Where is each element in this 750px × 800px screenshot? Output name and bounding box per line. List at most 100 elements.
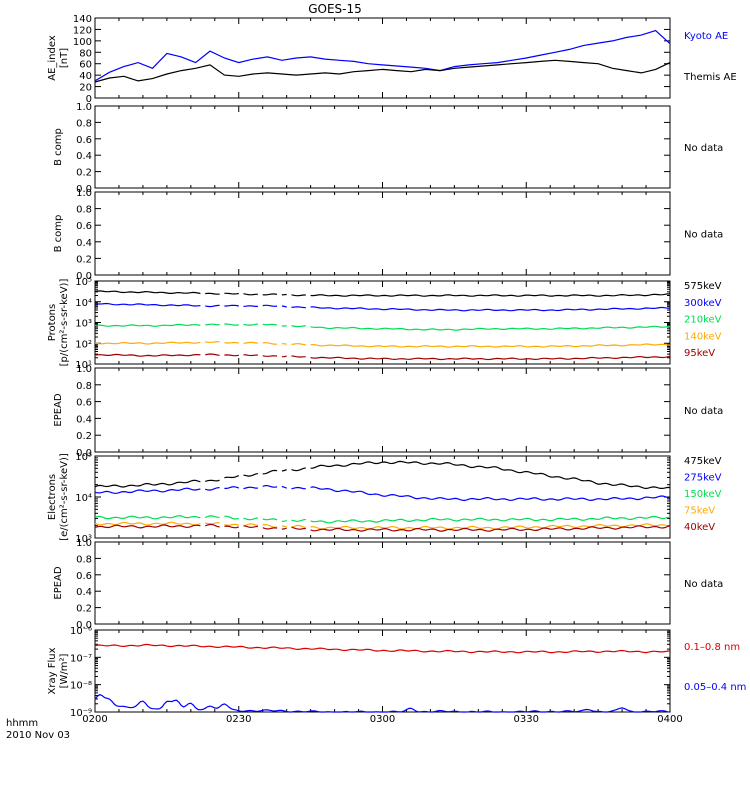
y-tick-label: 10⁻⁸ xyxy=(70,681,92,692)
y-tick-label: 0.4 xyxy=(76,587,92,598)
no-data-label: No data xyxy=(684,143,723,154)
legend-label: 300keV xyxy=(684,298,722,309)
panel-epead1: 0.0 0.2 0.4 0.6 0.8 1.0 EPEAD No data xyxy=(53,364,723,459)
legend-label: 275keV xyxy=(684,473,722,484)
series-line-300kev xyxy=(94,302,671,312)
y-tick-label: 0.0 xyxy=(76,271,92,282)
y-tick-label: 10³ xyxy=(75,534,92,545)
series-line-0-05-0-4-nm xyxy=(94,693,671,713)
y-axis-label: B comp xyxy=(53,215,64,253)
y-tick-label: 0.6 xyxy=(76,398,92,409)
legend-label: 0.05–0.4 nm xyxy=(684,682,746,693)
y-axis-label: [e/(cm²-s-sr-keV)] xyxy=(59,453,70,541)
no-data-label: No data xyxy=(684,406,723,417)
y-tick-label: 10⁻⁹ xyxy=(70,708,92,719)
y-tick-label: 0.6 xyxy=(76,221,92,232)
panel-frame xyxy=(94,17,671,99)
y-tick-label: 100 xyxy=(73,37,92,48)
panel-xray: 10⁻⁹ 10⁻⁸ 10⁻⁷ 10⁻⁶ Xray Flux [W/m²] 0.1–0.8 n… xyxy=(47,626,746,719)
y-tick-label: 1.0 xyxy=(76,364,92,375)
y-tick-label: 0.0 xyxy=(76,620,92,631)
series-line-210kev xyxy=(94,323,671,331)
y-tick-label: 0.2 xyxy=(76,254,92,265)
x-tick-label: 0400 xyxy=(657,714,682,725)
panel-frame xyxy=(94,191,671,276)
y-tick-label: 80 xyxy=(79,48,92,59)
y-tick-label: 0.6 xyxy=(76,571,92,582)
panel-electrons: 10³ 10⁴ 10⁵ Electrons [e/(cm²-s-sr-keV)] 475k… xyxy=(47,452,722,545)
y-tick-label: 10⁴ xyxy=(75,493,92,504)
y-axis-label: Xray Flux xyxy=(47,647,58,694)
date-label: 2010 Nov 03 xyxy=(6,730,70,741)
series-line-275kev xyxy=(94,485,671,502)
y-tick-label: 0.4 xyxy=(76,238,92,249)
y-axis-label: [p/(cm²-s-sr-keV)] xyxy=(59,279,70,367)
y-tick-label: 60 xyxy=(79,60,92,71)
y-tick-label: 0.4 xyxy=(76,414,92,425)
y-tick-label: 0.6 xyxy=(76,135,92,146)
y-tick-label: 10³ xyxy=(75,319,92,330)
series-line-kyoto-ae xyxy=(94,29,671,82)
panel-bcomp2: 0.0 0.2 0.4 0.6 0.8 1.0 B comp No data xyxy=(53,188,723,282)
panel-frame xyxy=(94,629,671,713)
y-tick-label: 1.0 xyxy=(76,188,92,199)
legend-label: 75keV xyxy=(684,506,715,517)
y-tick-label: 0.2 xyxy=(76,168,92,179)
panel-frame xyxy=(94,105,671,189)
y-tick-label: 1.0 xyxy=(76,538,92,549)
y-tick-label: 0.8 xyxy=(76,554,92,565)
no-data-label: No data xyxy=(684,579,723,590)
y-tick-label: 0.8 xyxy=(76,118,92,129)
y-tick-label: 0.2 xyxy=(76,431,92,442)
y-axis-label: AE_index xyxy=(47,35,58,81)
panel-bcomp1: 0.0 0.2 0.4 0.6 0.8 1.0 B comp No data xyxy=(53,102,723,195)
y-tick-label: 40 xyxy=(79,71,92,82)
y-tick-label: 10⁵ xyxy=(75,277,92,288)
chart-title: GOES-15 xyxy=(308,2,362,16)
series-line-0-1-0-8-nm xyxy=(94,643,671,654)
y-tick-label: 10⁻⁶ xyxy=(70,626,92,637)
series-line-475kev xyxy=(94,460,671,490)
y-tick-label: 0.0 xyxy=(76,184,92,195)
legend-label: 140keV xyxy=(684,331,722,342)
x-tick-label: 0330 xyxy=(514,714,539,725)
y-tick-label: 0.4 xyxy=(76,151,92,162)
y-tick-label: 10¹ xyxy=(75,360,92,371)
y-tick-label: 120 xyxy=(73,25,92,36)
y-tick-label: 0.2 xyxy=(76,604,92,615)
y-tick-label: 20 xyxy=(79,83,92,94)
y-axis-label: Protons xyxy=(47,304,58,341)
legend-label: 150keV xyxy=(684,489,722,500)
panel-frame xyxy=(94,280,671,365)
legend-label: Themis AE xyxy=(683,72,737,83)
y-tick-label: 10⁴ xyxy=(75,298,92,309)
legend-label: Kyoto AE xyxy=(684,31,728,42)
y-tick-label: 0.8 xyxy=(76,381,92,392)
series-line-40kev xyxy=(94,523,671,532)
series-line-75kev xyxy=(94,521,671,530)
panel-frame xyxy=(94,367,671,453)
y-axis-label: [W/m²] xyxy=(59,653,70,688)
x-tick-label: 0200 xyxy=(82,714,107,725)
y-tick-label: 10⁻⁷ xyxy=(70,653,92,664)
legend-label: 210keV xyxy=(684,315,722,326)
y-tick-label: 10⁵ xyxy=(75,452,92,463)
x-tick-label: 0300 xyxy=(370,714,395,725)
legend-label: 95keV xyxy=(684,348,715,359)
legend-label: 575keV xyxy=(684,281,722,292)
series-line-140kev xyxy=(94,341,671,348)
y-axis-label: EPEAD xyxy=(53,566,64,600)
y-axis-label: [nT] xyxy=(59,48,70,68)
y-tick-label: 0.0 xyxy=(76,448,92,459)
panel-frame xyxy=(94,541,671,625)
series-line-95kev xyxy=(94,353,671,361)
y-axis-label: B comp xyxy=(53,128,64,166)
series-line-150kev xyxy=(94,515,671,524)
time-axis: hhmm 2010 Nov 03 0200 0230 0300 0330 0400 xyxy=(6,714,683,741)
y-tick-label: 10² xyxy=(75,339,92,350)
y-axis-label: EPEAD xyxy=(53,393,64,427)
y-tick-label: 0 xyxy=(86,94,92,105)
